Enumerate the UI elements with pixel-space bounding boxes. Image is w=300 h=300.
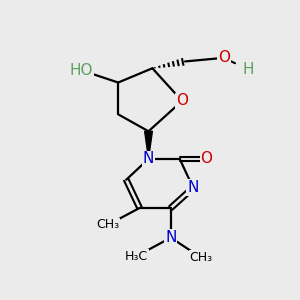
Text: CH₃: CH₃ — [96, 218, 119, 231]
Text: O: O — [200, 152, 212, 166]
Text: HO: HO — [70, 63, 93, 78]
Text: N: N — [188, 180, 199, 195]
Text: H: H — [242, 62, 254, 77]
Polygon shape — [145, 131, 152, 159]
Text: N: N — [143, 152, 154, 166]
Text: N: N — [165, 230, 176, 245]
Text: O: O — [218, 50, 230, 65]
Text: CH₃: CH₃ — [190, 251, 213, 264]
Text: O: O — [176, 94, 188, 109]
Text: H₃C: H₃C — [125, 250, 148, 262]
